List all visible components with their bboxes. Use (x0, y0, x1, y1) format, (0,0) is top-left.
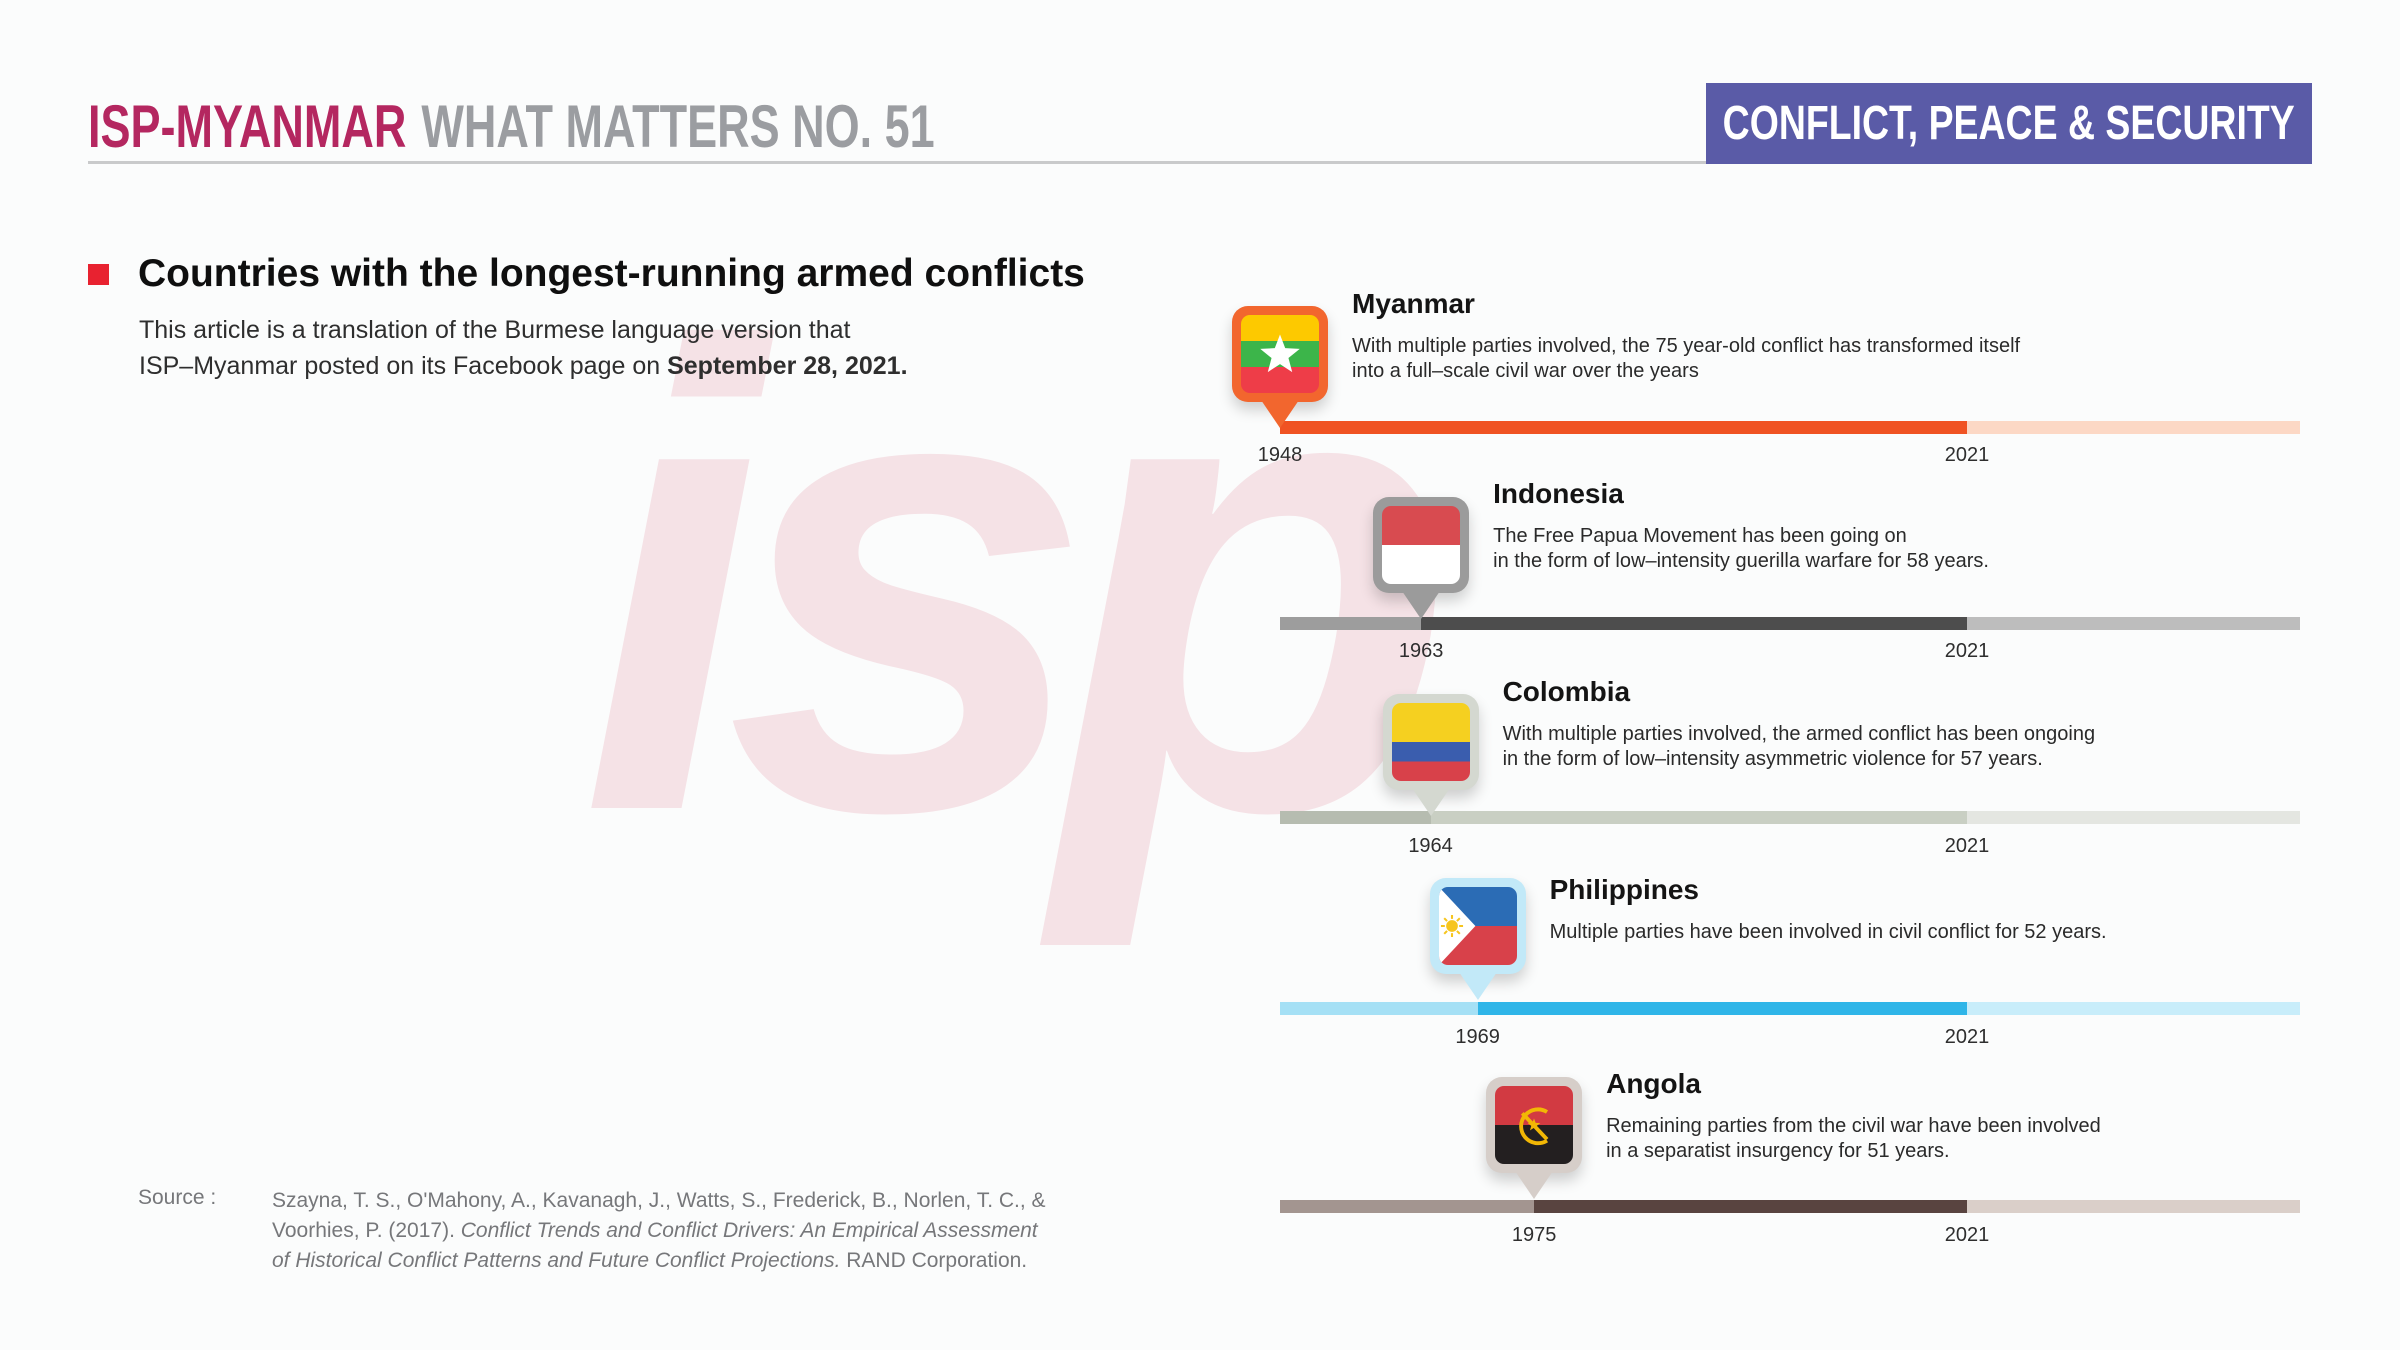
pin-pointer (1261, 400, 1299, 428)
bar-future-segment (1967, 617, 2300, 630)
bar-pre-segment (1280, 1200, 1535, 1213)
bar-conflict-segment (1430, 811, 1967, 824)
timeline-bar (1280, 811, 2300, 824)
timeline-bar (1280, 1002, 2300, 1015)
myanmar-flag-pin (1232, 306, 1328, 428)
timeline-bar (1280, 421, 2300, 434)
bar-future-segment (1967, 421, 2300, 434)
bar-pre-segment (1280, 811, 1431, 824)
bar-conflict-segment (1534, 1200, 1967, 1213)
bar-conflict-segment (1477, 1002, 1967, 1015)
header-brand-row: ISP-MYANMAR WHAT MATTERS NO. 51 (88, 92, 935, 161)
country-info: Myanmar With multiple parties involved, … (1352, 288, 2020, 384)
start-year-label: 1969 (1455, 1026, 1500, 1048)
angola-flag-icon (1495, 1086, 1574, 1164)
subtitle-date: September 28, 2021. (667, 352, 908, 380)
pin-pointer (1411, 788, 1450, 816)
angola-flag-pin (1486, 1077, 1583, 1199)
start-year-label: 1975 (1511, 1224, 1557, 1246)
end-year-label: 2021 (1944, 1224, 1990, 1246)
myanmar-flag-icon (1241, 315, 1319, 393)
source-label: Source : (138, 1186, 217, 1209)
header-divider (88, 161, 2312, 164)
series-title: WHAT MATTERS NO. 51 (421, 93, 935, 160)
bar-conflict-segment (1421, 617, 1967, 630)
pin-pointer (1515, 1171, 1554, 1199)
bar-future-segment (1967, 1002, 2300, 1015)
country-info: Indonesia The Free Papua Movement has be… (1493, 478, 1989, 574)
country-description: With multiple parties involved, the 75 y… (1352, 335, 2021, 382)
country-name: Indonesia (1493, 478, 1624, 509)
bar-pre-segment (1280, 1002, 1478, 1015)
bar-future-segment (1967, 1200, 2300, 1213)
start-year-label: 1963 (1398, 640, 1444, 662)
philippines-flag-pin (1429, 878, 1526, 1000)
bar-pre-segment (1280, 617, 1422, 630)
end-year-label: 2021 (1944, 640, 1990, 662)
title-bullet (88, 264, 109, 285)
country-description: Remaining parties from the civil war hav… (1606, 1115, 2101, 1162)
source-citation: Szayna, T. S., O'Mahony, A., Kavanagh, J… (272, 1189, 1046, 1272)
article-subtitle: This article is a translation of the Bur… (139, 312, 908, 384)
indonesia-flag-icon (1382, 506, 1461, 584)
start-year-label: 1964 (1408, 835, 1453, 857)
bar-conflict-segment (1280, 421, 1967, 434)
country-description: The Free Papua Movement has been going o… (1493, 525, 1989, 572)
brand-logo-text: ISP-MYANMAR (88, 93, 407, 160)
pin-pointer (1458, 972, 1497, 1000)
country-name: Philippines (1549, 874, 1699, 905)
country-description: With multiple parties involved, the arme… (1502, 723, 2096, 770)
philippines-flag-icon (1438, 887, 1517, 965)
timeline-bar (1280, 617, 2300, 630)
end-year-label: 2021 (1944, 1026, 1990, 1048)
country-name: Angola (1606, 1068, 1701, 1099)
country-name: Myanmar (1352, 288, 1475, 319)
subtitle-line2: ISP–Myanmar posted on its Facebook page … (139, 352, 668, 380)
end-year-label: 2021 (1944, 444, 1990, 466)
timeline-bar (1280, 1200, 2300, 1213)
pin-pointer (1402, 591, 1441, 619)
category-badge-label: CONFLICT, PEACE & SECURITY (1722, 97, 2296, 150)
subtitle-line1: This article is a translation of the Bur… (139, 316, 851, 344)
end-year-label: 2021 (1944, 835, 1990, 857)
start-year-label: 1948 (1257, 444, 1303, 466)
indonesia-flag-pin (1373, 497, 1470, 619)
country-info: Colombia With multiple parties involved,… (1503, 676, 2096, 772)
country-info: Angola Remaining parties from the civil … (1606, 1068, 2101, 1164)
colombia-flag-pin (1382, 694, 1479, 816)
category-badge: CONFLICT, PEACE & SECURITY (1706, 83, 2312, 164)
country-description: Multiple parties have been involved in c… (1549, 921, 2107, 943)
country-info: Philippines Multiple parties have been i… (1550, 874, 2107, 945)
bar-future-segment (1967, 811, 2300, 824)
colombia-flag-icon (1391, 703, 1470, 781)
page-title: Countries with the longest-running armed… (138, 252, 1085, 295)
country-name: Colombia (1502, 676, 1631, 707)
